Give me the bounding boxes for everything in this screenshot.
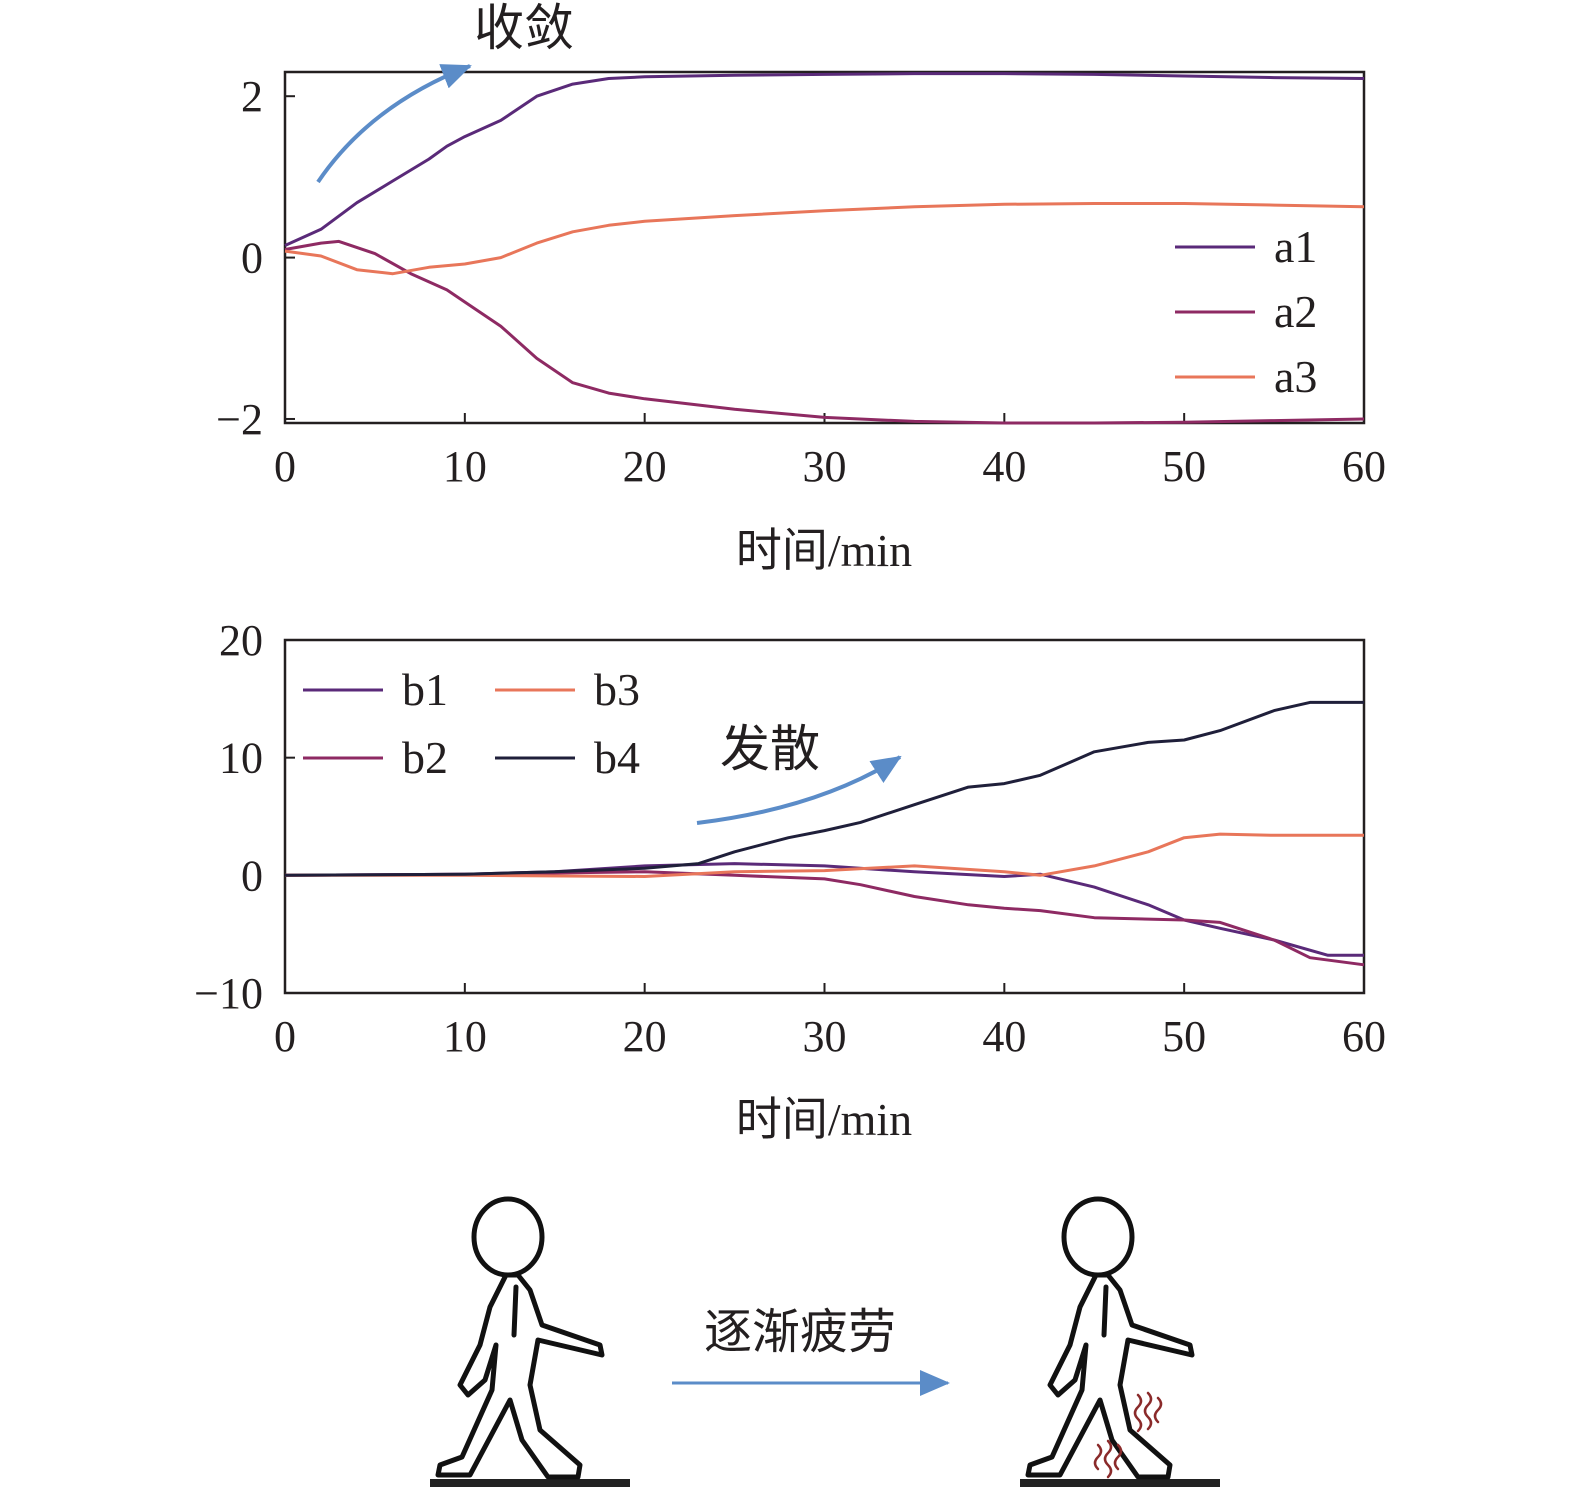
series-line-b3 — [285, 832, 1364, 878]
x-tick-label: 40 — [982, 1012, 1026, 1061]
arm-inner-right — [1101, 1284, 1109, 1338]
x-tick-label: 20 — [623, 1012, 667, 1061]
x-tick-label: 50 — [1162, 442, 1206, 491]
series-line-a1 — [284, 72, 1365, 247]
ground-right — [1020, 1479, 1220, 1487]
legend-label-b4: b4 — [594, 732, 640, 783]
fatigue-marks — [1093, 1391, 1163, 1479]
series-line-b2 — [284, 870, 1365, 967]
body-right — [1025, 1272, 1195, 1480]
walker-fatigued — [1020, 1196, 1220, 1487]
head-left — [471, 1196, 545, 1278]
x-tick-label: 40 — [982, 442, 1026, 491]
fatigue-squiggle-1 — [1133, 1393, 1143, 1433]
y-tick-label: −10 — [194, 969, 263, 1018]
x-tick-label: 0 — [274, 1012, 296, 1061]
body-left — [435, 1272, 605, 1480]
legend-label-b1: b1 — [402, 664, 448, 715]
fatigue-squiggle-3 — [1153, 1396, 1163, 1424]
ground-left — [430, 1479, 630, 1487]
arm-inner-left — [511, 1284, 519, 1338]
fatigue-squiggle-4 — [1093, 1443, 1103, 1471]
fatigue-squiggle-5 — [1103, 1439, 1113, 1479]
fatigue-squiggle-6 — [1113, 1443, 1123, 1471]
annotation-convergence: 收敛 — [474, 0, 574, 56]
x-tick-label: 30 — [803, 442, 847, 491]
x-tick-label: 30 — [803, 1012, 847, 1061]
series-line-a2 — [284, 239, 1365, 425]
x-tick-label: 10 — [443, 1012, 487, 1061]
x-tick-label: 50 — [1162, 1012, 1206, 1061]
y-tick-label: 2 — [241, 72, 263, 121]
legend-label-b3: b3 — [594, 664, 640, 715]
convergence-arrow — [316, 64, 472, 184]
series-line-b4 — [284, 700, 1364, 877]
x-tick-label: 10 — [443, 442, 487, 491]
legend-label-b2: b2 — [402, 732, 448, 783]
x-tick-label: 60 — [1342, 442, 1386, 491]
walker-fresh — [430, 1196, 630, 1487]
fatigue-label: 逐渐疲劳 — [704, 1306, 896, 1359]
x-tick-label: 0 — [274, 442, 296, 491]
x-axis-label-b: 时间/min — [736, 1094, 912, 1145]
y-tick-label: 0 — [241, 234, 263, 283]
series-line-a3 — [284, 202, 1365, 276]
fatigue-illustration: 逐渐疲劳 — [430, 1196, 1220, 1487]
x-axis-label-a: 时间/min — [736, 525, 912, 576]
legend-label-a2: a2 — [1274, 286, 1317, 337]
legend-a: a1 a2 a3 — [1175, 221, 1317, 402]
legend-label-a1: a1 — [1274, 221, 1317, 272]
series-group-a — [284, 72, 1365, 425]
y-tick-label: −2 — [216, 395, 263, 444]
y-tick-label: 0 — [241, 851, 263, 900]
annotation-divergence: 发散 — [720, 721, 820, 777]
y-tick-label: 20 — [219, 616, 263, 665]
series-group-b — [284, 700, 1365, 967]
x-tick-label: 20 — [623, 442, 667, 491]
legend-label-a3: a3 — [1274, 351, 1317, 402]
legend-b: b1 b2 b3 b4 — [303, 664, 640, 783]
axis-ticks-a: 0 10 20 30 40 50 60−202 — [216, 72, 1386, 491]
fatigue-squiggle-2 — [1143, 1391, 1153, 1431]
y-tick-label: 10 — [219, 734, 263, 783]
head-right — [1061, 1196, 1135, 1278]
series-line-b1 — [284, 862, 1364, 957]
x-tick-label: 60 — [1342, 1012, 1386, 1061]
divergence-arrow — [696, 755, 902, 825]
